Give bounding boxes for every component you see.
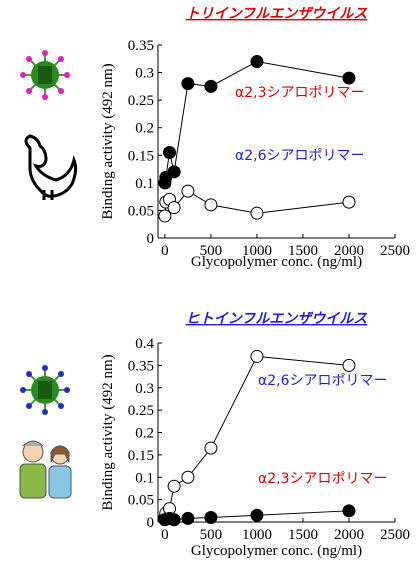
y-tick-label: 0 <box>147 515 155 531</box>
data-point <box>205 80 217 92</box>
x-tick-label: 1500 <box>288 527 318 543</box>
x-tick-label: 0 <box>161 527 169 543</box>
data-point <box>251 207 263 219</box>
data-point <box>168 166 180 178</box>
y-tick-label: 0.2 <box>135 121 154 137</box>
y-tick-label: 0.05 <box>128 493 154 509</box>
data-point <box>168 202 180 214</box>
y-tick-label: 0.1 <box>135 470 154 486</box>
series-label: α2,3シアロポリマー <box>235 85 365 101</box>
x-axis-label: Glycopolymer conc. (ng/ml) <box>191 543 362 559</box>
data-point <box>182 78 194 90</box>
chicken-icon <box>26 136 76 200</box>
x-axis-label: Glycopolymer conc. (ng/ml) <box>191 254 362 270</box>
y-tick-label: 0.15 <box>128 148 154 164</box>
y-axis-label: Binding activity (492 nm) <box>100 63 116 219</box>
y-tick-label: 0.3 <box>135 381 154 397</box>
y-tick-label: 0.35 <box>128 358 154 374</box>
y-tick-label: 0.35 <box>128 38 154 54</box>
data-point <box>343 359 355 371</box>
y-tick-label: 0.4 <box>135 336 154 352</box>
data-point <box>205 512 217 524</box>
data-point <box>251 56 263 68</box>
x-tick-label: 500 <box>200 527 223 543</box>
y-tick-label: 0.15 <box>128 448 154 464</box>
virus-icon <box>20 50 70 100</box>
y-tick-label: 0 <box>147 231 155 247</box>
data-point <box>343 196 355 208</box>
data-point <box>343 505 355 517</box>
x-tick-label: 2000 <box>334 527 364 543</box>
data-point <box>168 514 180 526</box>
data-point <box>182 471 194 483</box>
data-point <box>251 350 263 362</box>
people-icon <box>20 441 71 498</box>
x-tick-label: 2500 <box>380 243 410 259</box>
x-tick-label: 0 <box>161 243 169 259</box>
series-label: α2,3シアロポリマー <box>258 471 388 487</box>
y-tick-label: 0.3 <box>135 66 154 82</box>
x-tick-label: 2500 <box>380 527 410 543</box>
y-tick-label: 0.05 <box>128 203 154 219</box>
series-label: α2,6シアロポリマー <box>235 148 365 164</box>
chart-title: ヒトインフルエンザウイルス <box>186 311 368 327</box>
data-point <box>168 480 180 492</box>
y-tick-label: 0.2 <box>135 426 154 442</box>
figure: トリインフルエンザウイルス00.050.10.150.20.250.30.350… <box>0 0 416 572</box>
x-tick-label: 1000 <box>242 527 272 543</box>
chart-title: トリインフルエンザウイルス <box>186 6 368 22</box>
y-axis-label: Binding activity (492 nm) <box>100 354 116 510</box>
data-point <box>205 442 217 454</box>
y-tick-label: 0.25 <box>128 93 154 109</box>
data-point <box>343 72 355 84</box>
data-point <box>182 185 194 197</box>
series-label: α2,6シアロポリマー <box>258 373 388 389</box>
data-point <box>182 512 194 524</box>
data-point <box>205 199 217 211</box>
virus-icon <box>20 365 70 415</box>
y-tick-label: 0.1 <box>135 176 154 192</box>
data-point <box>251 509 263 521</box>
y-tick-label: 0.25 <box>128 403 154 419</box>
data-point <box>164 147 176 159</box>
